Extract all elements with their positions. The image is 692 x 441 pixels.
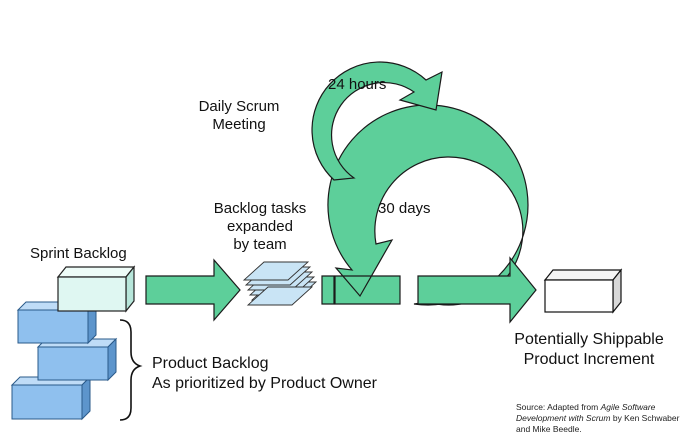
label-backlog-tasks-line2: expanded (227, 218, 293, 235)
source-title: Agile Software Development with Scrum (516, 402, 656, 423)
label-sprint-backlog: Sprint Backlog (30, 245, 127, 262)
source-suffix: by Ken Schwaber and Mike Beedle. (516, 413, 680, 434)
label-30-days: 30 days (378, 200, 431, 217)
label-product-backlog-line1: Product Backlog (152, 355, 269, 372)
label-product-backlog-line2: As prioritized by Product Owner (152, 375, 377, 392)
label-daily-scrum: Daily Scrum Meeting (184, 98, 294, 134)
label-product-backlog: Product Backlog As prioritized by Produc… (152, 354, 377, 394)
product-backlog-brace (119, 319, 143, 421)
source-citation: Source: Adapted from Agile Software Deve… (516, 402, 686, 435)
label-increment: Potentially Shippable Product Increment (496, 330, 682, 370)
label-daily-scrum-line1: Daily Scrum (198, 98, 280, 115)
label-increment-line2: Product Increment (523, 351, 655, 368)
arrow-to-increment (417, 256, 537, 324)
product-backlog-block (10, 375, 92, 421)
label-backlog-tasks-line3: by team (233, 236, 287, 253)
sprint-loop-arrow (327, 104, 529, 306)
source-prefix: Source: Adapted from (516, 402, 601, 412)
label-backlog-tasks: Backlog tasks expanded by team (198, 200, 322, 254)
product-backlog-block (36, 337, 118, 382)
product-increment-block (543, 268, 623, 314)
arrow-to-tasks (145, 258, 241, 322)
label-backlog-tasks-line1: Backlog tasks (213, 200, 307, 217)
tasks-connector (321, 275, 335, 305)
label-24-hours: 24 hours (328, 76, 387, 93)
backlog-tasks-stack (242, 261, 318, 306)
label-increment-line1: Potentially Shippable (514, 331, 664, 348)
label-daily-scrum-line2: Meeting (212, 116, 266, 133)
product-backlog-stack (10, 300, 118, 421)
daily-loop-arrow (311, 61, 443, 181)
sprint-backlog-block (56, 265, 136, 313)
